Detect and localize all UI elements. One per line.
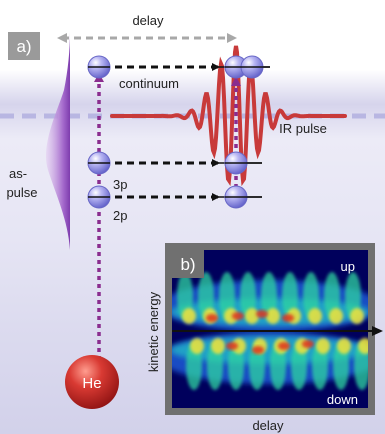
spectrogram-blob xyxy=(207,342,223,390)
spectrogram-blob xyxy=(190,338,204,354)
kinetic-energy-label: kinetic energy xyxy=(146,291,161,372)
delay-label: delay xyxy=(132,13,164,28)
helium-label: He xyxy=(82,375,101,392)
spectrogram-blob xyxy=(312,342,328,390)
spectrogram-blob xyxy=(232,312,244,320)
panel-b-tag: b) xyxy=(180,255,195,274)
panel-b-tag-box xyxy=(172,250,204,278)
state-3p-label: 3p xyxy=(113,177,127,192)
spectrogram-blob xyxy=(245,308,259,324)
continuum-label: continuum xyxy=(119,76,179,91)
spectrogram-blob xyxy=(333,342,349,390)
spectrogram-axis-arrowhead xyxy=(372,326,383,336)
panel-a-tag-box xyxy=(8,32,40,60)
spectrogram-blob xyxy=(291,342,307,390)
spectrogram-blob xyxy=(308,308,322,324)
spectrogram-blob xyxy=(266,308,280,324)
as-pulse-shape xyxy=(45,32,70,250)
as-pulse-label-line1: as- xyxy=(9,166,27,181)
helium-atom xyxy=(65,355,119,409)
spectrogram-image xyxy=(172,272,368,390)
spectrogram-blob xyxy=(316,338,330,354)
ir-pulse-label: IR pulse xyxy=(279,121,327,136)
ionization-arrowhead xyxy=(231,76,241,86)
spectrogram-blob xyxy=(358,338,368,354)
spectrogram-blob xyxy=(232,338,246,354)
state-2p-label: 2p xyxy=(113,208,127,223)
spectrogram-blob xyxy=(329,308,343,324)
down-label: down xyxy=(327,392,358,407)
spectrogram-blob xyxy=(206,314,218,322)
spectrogram-blob xyxy=(354,342,368,390)
spectrogram-blob xyxy=(256,310,268,318)
spectrogram-blob xyxy=(182,308,196,324)
panel-a-tag: a) xyxy=(16,37,31,56)
spectrogram-blob xyxy=(302,340,314,348)
spectrogram-blob xyxy=(211,338,225,354)
spectrogram-blob xyxy=(224,308,238,324)
up-label: up xyxy=(341,259,355,274)
spectrogram-blob xyxy=(270,342,286,390)
spectrogram-blob xyxy=(186,342,202,390)
spectrogram-blob xyxy=(226,342,238,350)
spectrogram-blob xyxy=(350,308,364,324)
as-pulse-label-line2: pulse xyxy=(6,185,37,200)
ir-pulse-waveform xyxy=(110,45,347,187)
spectrogram-blob xyxy=(337,338,351,354)
spectrogram-blob xyxy=(252,346,264,354)
spectrogram-blob xyxy=(282,314,294,322)
spectrogram-blob xyxy=(228,342,244,390)
spectrogram-blob xyxy=(249,342,265,390)
spectrogram-blob xyxy=(278,342,290,350)
delay-axis-label: delay xyxy=(252,418,284,433)
